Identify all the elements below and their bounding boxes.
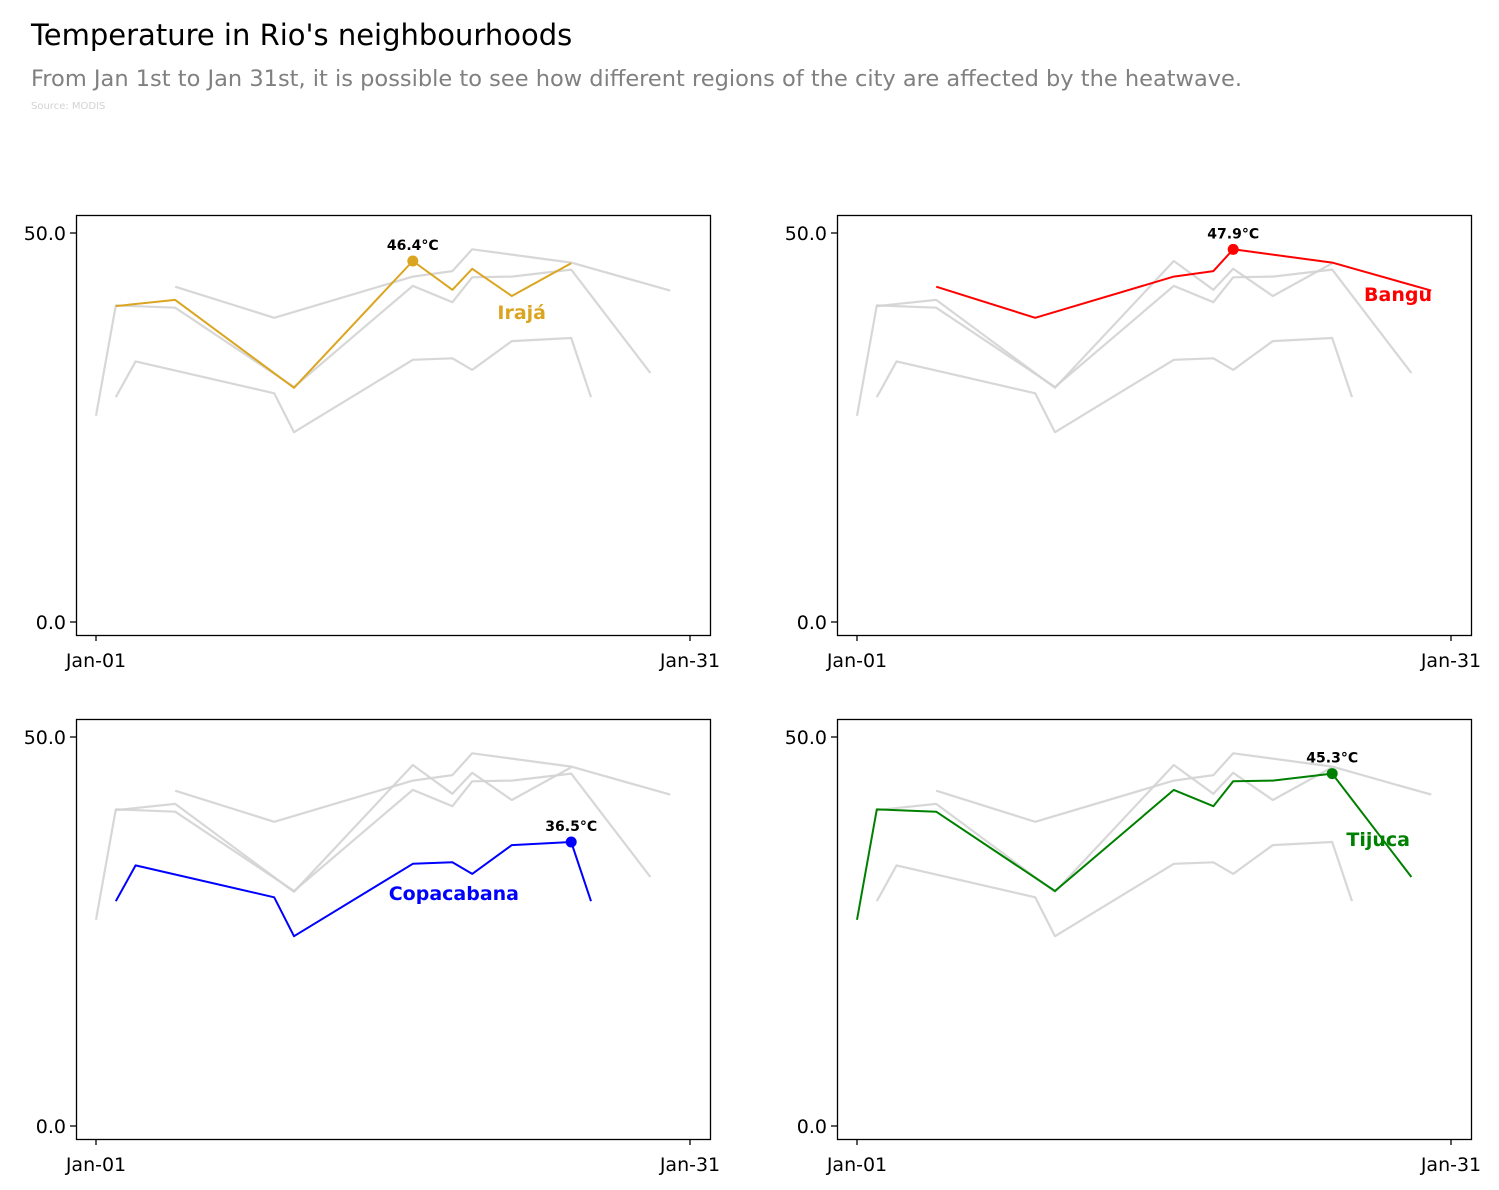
- x-tick-label: Jan-01: [826, 1154, 887, 1176]
- background-line: [876, 259, 1333, 389]
- background-line: [94, 268, 652, 416]
- peak-marker: [565, 836, 577, 848]
- x-tick-label: Jan-31: [659, 1154, 720, 1176]
- y-tick-label: 0.0: [797, 1116, 827, 1138]
- background-line: [876, 763, 1333, 893]
- axes-frame: [75, 718, 712, 1141]
- peak-label: 46.4°C: [387, 238, 439, 254]
- y-tick-label: 0.0: [36, 1116, 66, 1138]
- y-tick-label: 50.0: [24, 727, 66, 749]
- axes-frame: [836, 214, 1473, 637]
- series-line: [935, 248, 1432, 319]
- panel-bangu: 47.9°C Bangu 0.0 50.0 Jan-01 Jan-31: [785, 214, 1481, 672]
- series-label: Irajá: [497, 302, 546, 324]
- axes-frame: [836, 718, 1473, 1141]
- x-tick-label: Jan-31: [1420, 1154, 1481, 1176]
- y-tick-label: 50.0: [785, 727, 827, 749]
- series-label: Bangu: [1364, 284, 1432, 306]
- axes-frame: [75, 214, 712, 637]
- background-line: [855, 268, 1413, 416]
- background-line: [875, 336, 1354, 434]
- peak-label: 45.3°C: [1306, 751, 1358, 767]
- chart-title: Temperature in Rio's neighbourhoods: [31, 18, 573, 52]
- x-tick-label: Jan-31: [1420, 650, 1481, 672]
- panel-copacabana: 36.5°C Copacabana 0.0 50.0 Jan-01 Jan-31: [24, 718, 720, 1176]
- panel-iraj-: 46.4°C Irajá 0.0 50.0 Jan-01 Jan-31: [24, 214, 720, 672]
- series-line: [856, 772, 1413, 920]
- background-line: [935, 752, 1432, 823]
- background-line: [875, 840, 1354, 938]
- background-line: [114, 336, 593, 434]
- peak-marker: [407, 255, 419, 267]
- y-tick-label: 0.0: [36, 612, 66, 634]
- panel-tijuca: 45.3°C Tijuca 0.0 50.0 Jan-01 Jan-31: [785, 718, 1481, 1176]
- y-tick-label: 0.0: [797, 612, 827, 634]
- chart-source: Source: MODIS: [31, 101, 106, 112]
- series-label: Tijuca: [1346, 829, 1410, 851]
- series-line: [114, 841, 592, 938]
- background-line: [115, 763, 572, 893]
- background-line: [94, 772, 652, 920]
- chart-subtitle: From Jan 1st to Jan 31st, it is possible…: [31, 66, 1243, 92]
- x-tick-label: Jan-31: [659, 650, 720, 672]
- series-line: [115, 260, 572, 389]
- x-tick-label: Jan-01: [65, 1154, 126, 1176]
- peak-marker: [1326, 768, 1338, 780]
- x-tick-label: Jan-01: [65, 650, 126, 672]
- x-tick-label: Jan-01: [826, 650, 887, 672]
- y-tick-label: 50.0: [24, 223, 66, 245]
- peak-marker: [1227, 243, 1239, 255]
- peak-label: 36.5°C: [545, 819, 597, 835]
- y-tick-label: 50.0: [785, 223, 827, 245]
- background-line: [174, 752, 671, 823]
- series-label: Copacabana: [389, 883, 519, 905]
- peak-label: 47.9°C: [1207, 226, 1259, 242]
- background-line: [174, 248, 671, 319]
